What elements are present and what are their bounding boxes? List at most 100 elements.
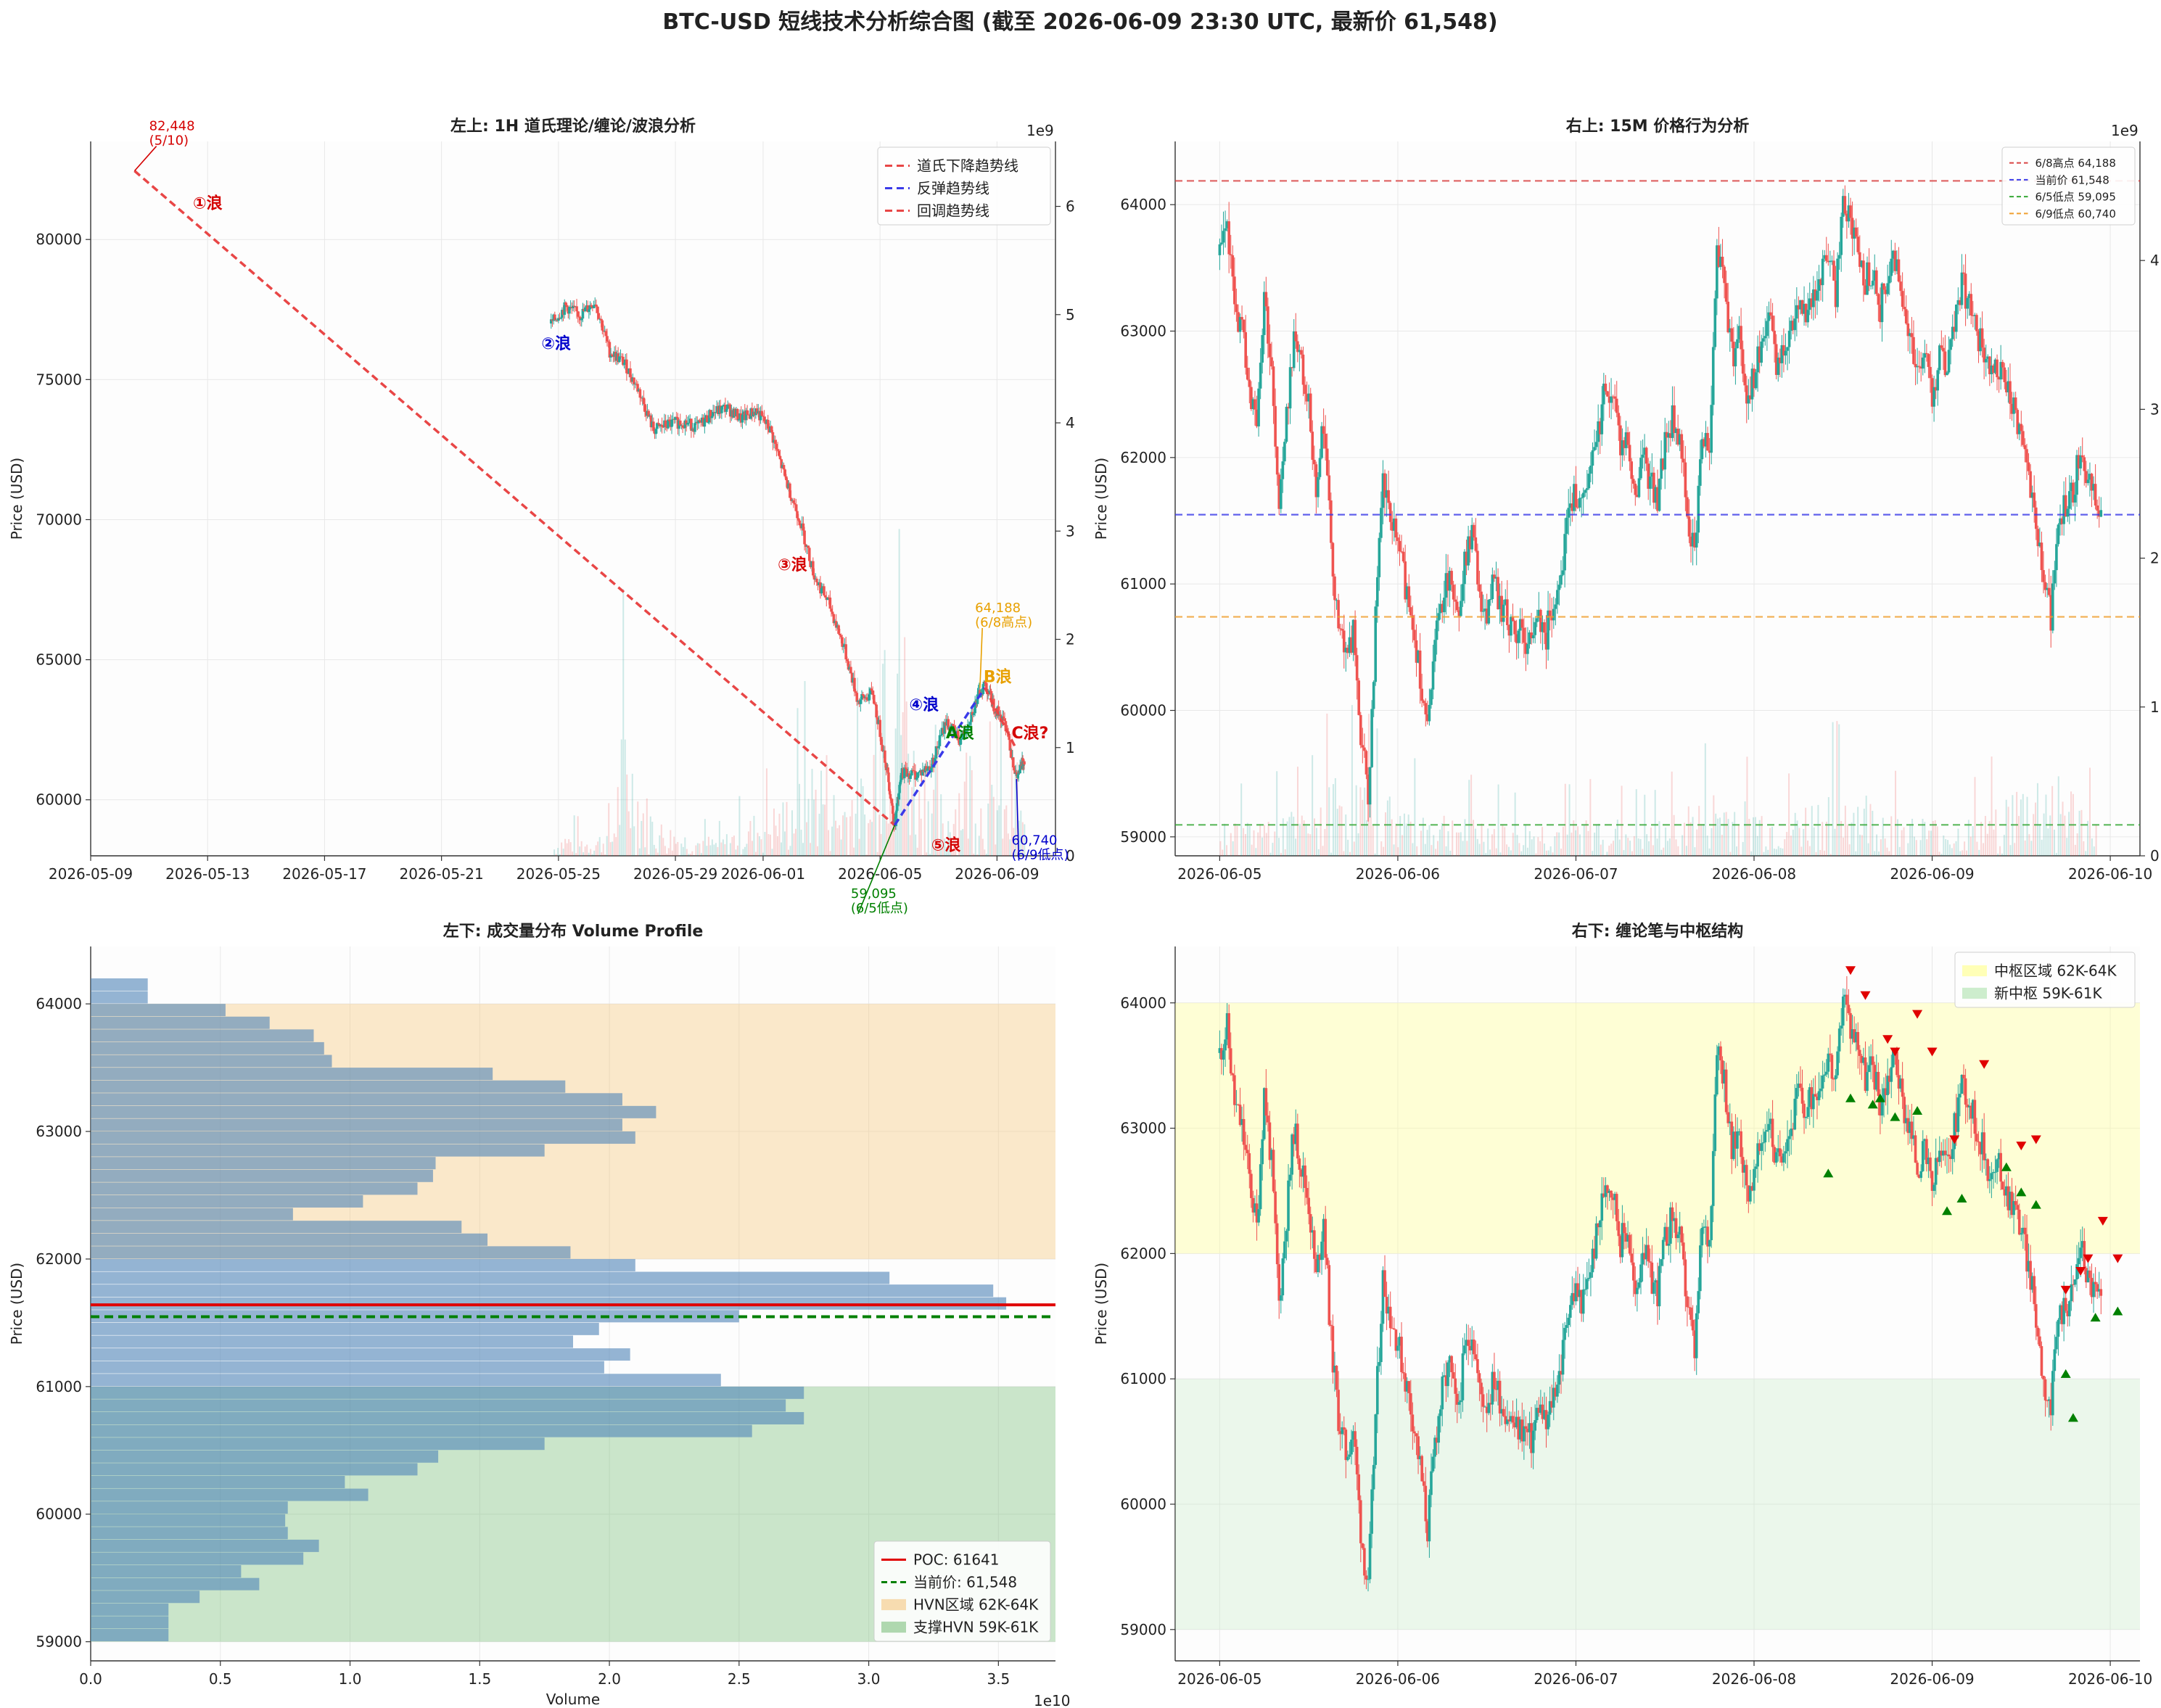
volume-bar — [724, 843, 726, 856]
candle-body — [590, 305, 593, 307]
volume-bar — [682, 846, 684, 856]
volume-bin — [91, 1271, 890, 1284]
volume-bar — [1554, 836, 1556, 856]
candle-body — [1413, 1431, 1416, 1434]
candle-body — [1724, 1069, 1728, 1113]
candle-body — [1938, 345, 1941, 371]
y-tick-label: 61000 — [1120, 575, 1166, 593]
candle-body — [1983, 347, 1985, 363]
y-tick-label: 59000 — [1120, 828, 1166, 846]
volume-bar — [1428, 825, 1431, 856]
candle-body — [1986, 356, 1990, 359]
volume-bar — [564, 838, 567, 856]
candle-body — [1984, 358, 1988, 363]
volume-bar — [897, 673, 899, 856]
volume-bar — [757, 833, 759, 856]
volume-bar — [1497, 784, 1499, 856]
volume-bar — [1692, 817, 1694, 856]
candle-body — [1917, 1174, 1921, 1179]
bottom-fractal-marker — [2001, 1162, 2012, 1171]
legend-label: 当前价: 61,548 — [913, 1574, 1017, 1591]
candle-body — [1875, 1071, 1878, 1090]
candle-body — [1375, 577, 1379, 607]
volume-bar — [1978, 849, 1980, 856]
volume-bin — [91, 1386, 804, 1399]
volume-bar — [1265, 833, 1267, 856]
candle-body — [2099, 1289, 2103, 1296]
candle-body — [1793, 318, 1797, 331]
candle-body — [1996, 359, 1999, 378]
candle-body — [1478, 584, 1481, 592]
y-tick-label: 64000 — [1120, 994, 1166, 1012]
volume-bar — [1452, 820, 1454, 856]
candle-body — [1997, 377, 2001, 380]
candle-body — [1364, 751, 1368, 775]
candle-body — [1766, 321, 1769, 337]
candle-body — [1604, 383, 1608, 392]
candle-body — [1491, 1371, 1494, 1405]
volume-bar — [840, 839, 842, 856]
volume-bar — [728, 854, 730, 856]
volume-bar — [1718, 817, 1721, 856]
candle-body — [1816, 1097, 1819, 1100]
candle-body — [865, 697, 868, 700]
volume-bar — [1880, 839, 1882, 856]
candle-body — [1261, 1139, 1264, 1165]
volume-bar — [966, 752, 968, 856]
volume-bar — [1922, 818, 1924, 856]
candle-body — [1331, 1326, 1335, 1373]
candle-body — [1275, 1223, 1279, 1265]
volume-bar — [660, 824, 662, 856]
candle-body — [2080, 1241, 2084, 1248]
candle-body — [2012, 1201, 2015, 1216]
candle-body — [1355, 1446, 1359, 1474]
candle-body — [1407, 1381, 1411, 1393]
volume-bar — [826, 755, 828, 856]
candle-body — [1468, 536, 1472, 550]
volume-bar — [2070, 791, 2072, 856]
candle-body — [1689, 536, 1692, 547]
volume-bar — [839, 825, 841, 856]
candle-body — [1494, 577, 1498, 579]
candle-body — [1418, 1456, 1422, 1459]
candle-body — [1880, 1101, 1884, 1116]
candle-body — [1871, 1056, 1874, 1065]
candle-body — [1288, 367, 1292, 409]
volume-bar — [706, 846, 708, 856]
candle-body — [1552, 1387, 1555, 1408]
wave-label: B浪 — [984, 668, 1012, 687]
candle-body — [1298, 1158, 1301, 1170]
candle-body — [1693, 532, 1696, 548]
candle-body — [1641, 454, 1645, 458]
volume-bar — [1433, 835, 1435, 856]
candle-body — [1317, 476, 1320, 498]
candle-body — [1277, 1264, 1281, 1301]
candle-body — [1749, 1186, 1752, 1202]
volume-bar — [1742, 841, 1744, 856]
candle-body — [1548, 1400, 1552, 1415]
candle-body — [1786, 1139, 1789, 1152]
candle-body — [1357, 680, 1361, 715]
x-tick-label: 2026-06-09 — [955, 865, 1039, 883]
volume-bar — [1610, 843, 1613, 856]
volume-bin — [91, 1591, 200, 1604]
volume-bar — [923, 777, 926, 856]
candle-body — [1346, 1456, 1349, 1461]
annotation-arrow — [979, 627, 983, 688]
candle-body — [1983, 1132, 1985, 1160]
volume-bar — [1504, 827, 1506, 856]
volume-bar — [1907, 843, 1909, 856]
candle-body — [1960, 272, 1964, 305]
volume-bar — [2074, 844, 2076, 856]
volume-bar — [1549, 846, 1552, 856]
volume-bar — [751, 841, 753, 856]
volume-bar — [1872, 810, 1874, 856]
annotation-note: (6/8高点) — [975, 615, 1032, 630]
candle-body — [2066, 1311, 2070, 1316]
y2-tick-label: 1 — [1066, 739, 1075, 756]
legend-box — [2001, 147, 2136, 226]
candle-body — [1747, 1185, 1750, 1202]
chart-title: 左上: 1H 道氏理论/缠论/波浪分析 — [450, 117, 696, 136]
candle-body — [662, 426, 665, 428]
candle-body — [902, 767, 906, 779]
